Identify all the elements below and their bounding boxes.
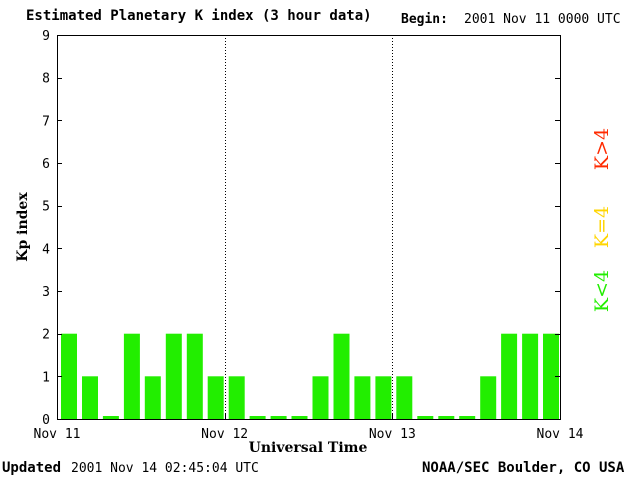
plot-frame [57,35,561,420]
legend-entry: K<4 [591,270,613,312]
updated-timestamp: 2001 Nov 14 02:45:04 UTC [71,461,259,476]
y-axis-title: Kp index [15,192,31,262]
y-tick-label: 6 [42,157,50,172]
x-tick-label: Nov 11 [34,427,81,442]
kp-bar [270,416,287,419]
kp-bar [438,416,455,419]
kp-bar [144,376,161,419]
kp-bar [123,333,140,419]
kp-bar [375,376,392,419]
y-tick-label: 1 [42,370,50,385]
kp-bar [501,333,518,419]
kp-bar [396,376,413,419]
kp-bar [102,416,119,419]
x-tick-label: Nov 14 [537,427,584,442]
legend-entry: K=4 [591,206,613,248]
kp-bar [207,376,224,419]
kp-bar [354,376,371,419]
y-tick-label: 0 [42,413,50,428]
x-axis-title: Universal Time [249,440,368,456]
y-tick-label: 5 [42,200,50,215]
y-tick-label: 7 [42,114,50,129]
kp-bar [61,333,77,419]
y-tick-label: 4 [42,242,50,257]
x-tick-label: Nov 12 [201,427,248,442]
kp-bar [82,376,98,419]
chart-title: Estimated Planetary K index (3 hour data… [26,8,372,24]
y-tick-label: 8 [42,72,50,87]
kp-bar [249,416,266,419]
x-tick-label: Nov 13 [369,427,416,442]
y-tick-label: 9 [42,29,50,44]
kp-bar [522,333,539,419]
legend-entry: K>4 [591,128,613,170]
begin-value: 2001 Nov 11 0000 UTC [464,12,621,27]
kp-bar [480,376,497,419]
kp-bar [417,416,434,419]
kp-bar [228,376,245,419]
kp-bar [291,416,308,419]
kp-bar [459,416,476,419]
kp-bar [186,333,203,419]
credit-text: NOAA/SEC Boulder, CO USA [422,460,625,476]
kp-bar [312,376,329,419]
kp-bar [333,333,350,419]
updated-label: Updated [2,460,62,476]
kp-bar [543,333,559,419]
begin-label: Begin: [401,12,448,27]
y-tick-label: 2 [42,328,50,343]
kp-bar [165,333,182,419]
y-tick-label: 3 [42,285,50,300]
